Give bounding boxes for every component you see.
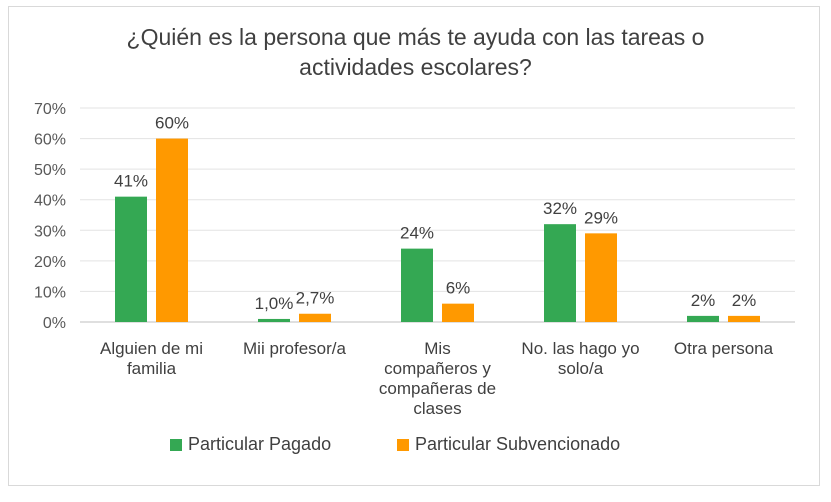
data-label: 2,7% <box>296 289 335 308</box>
data-label: 32% <box>543 199 577 218</box>
chart-title-line-1: ¿Quién es la persona que más te ayuda co… <box>126 24 705 50</box>
data-label: 1,0% <box>255 294 294 313</box>
bar-particular-pagado <box>401 248 433 322</box>
x-category-label: Alguien de mi <box>100 339 203 358</box>
x-category-label: No. las hago yo <box>521 339 639 358</box>
bar-particular-pagado <box>258 318 290 322</box>
data-label: 24% <box>400 224 434 243</box>
y-tick-label: 10% <box>34 284 66 301</box>
x-category-label: familia <box>127 359 177 378</box>
y-tick-label: 0% <box>43 315 66 332</box>
x-category-label: Mii profesor/a <box>243 339 347 358</box>
data-label: 2% <box>691 291 716 310</box>
legend-label: Particular Pagado <box>188 434 331 454</box>
legend-swatch-particular-pagado <box>170 439 182 451</box>
bar-particular-subvencionado <box>442 303 474 322</box>
x-category-label: compañeras de <box>379 379 496 398</box>
y-tick-label: 50% <box>34 162 66 179</box>
data-label: 60% <box>155 114 189 133</box>
legend-swatch-particular-subvencionado <box>397 439 409 451</box>
bar-particular-subvencionado <box>585 233 617 322</box>
x-category-label: compañeros y <box>384 359 491 378</box>
data-label: 2% <box>732 291 757 310</box>
x-category-label: clases <box>413 399 461 418</box>
y-tick-label: 60% <box>34 132 66 149</box>
y-tick-label: 70% <box>34 101 66 118</box>
y-tick-label: 40% <box>34 193 66 210</box>
x-category-label: Mis <box>424 339 450 358</box>
legend-label: Particular Subvencionado <box>415 434 620 454</box>
data-label: 41% <box>114 172 148 191</box>
chart-title: ¿Quién es la persona que más te ayuda co… <box>0 22 831 82</box>
bar-particular-pagado <box>115 196 147 322</box>
y-tick-label: 30% <box>34 223 66 240</box>
data-label: 6% <box>446 279 471 298</box>
y-tick-label: 20% <box>34 254 66 271</box>
x-category-label: solo/a <box>558 359 604 378</box>
bar-particular-pagado <box>687 315 719 322</box>
chart-title-line-2: actividades escolares? <box>299 54 532 80</box>
data-label: 29% <box>584 208 618 227</box>
bar-particular-pagado <box>544 224 576 322</box>
x-category-label: Otra persona <box>674 339 774 358</box>
bar-particular-subvencionado <box>156 138 188 322</box>
bar-particular-subvencionado <box>728 315 760 322</box>
bar-particular-subvencionado <box>299 313 331 322</box>
